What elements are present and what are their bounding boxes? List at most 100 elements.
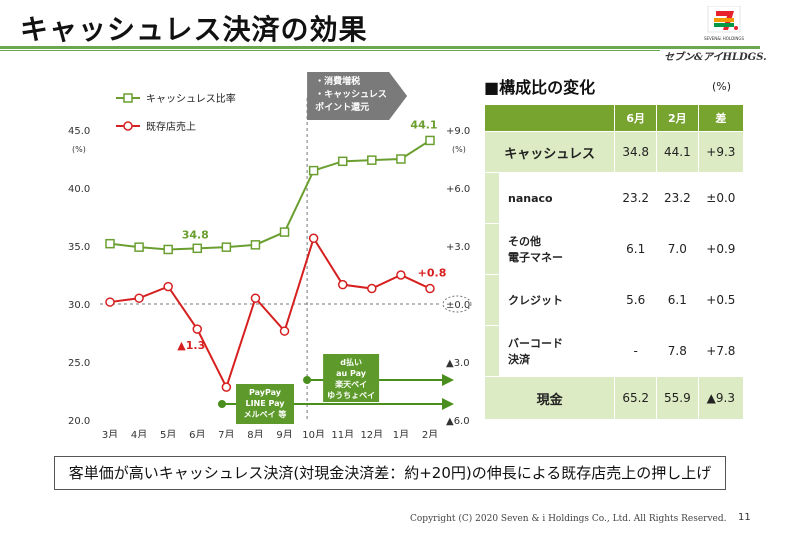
row-label: 現金 — [483, 376, 616, 420]
cell-diff: ±0.0 — [697, 172, 745, 224]
row-label: クレジット — [498, 274, 616, 326]
cashless-point — [105, 238, 115, 249]
cashless-point — [367, 155, 377, 165]
tax-arrow-shape — [307, 72, 408, 120]
cashless-point — [221, 242, 232, 252]
cell-june: 34.8 — [614, 131, 658, 173]
left-tick-label: 40.0 — [68, 184, 90, 195]
left-tick-label: 25.0 — [68, 358, 90, 369]
paypay-box-text: メルペイ 等 — [244, 409, 287, 419]
sales-point — [425, 283, 435, 294]
cashless-point — [396, 154, 406, 164]
table-header-row: 6月 2月 差 — [483, 104, 745, 132]
cell-diff: +9.3 — [697, 131, 745, 173]
seven-i-logo: SEVEN&i HOLDINGS — [704, 6, 745, 41]
cell-diff: ▲9.3 — [697, 376, 745, 420]
row-indent — [484, 274, 500, 326]
row-indent — [484, 172, 500, 224]
right-tick-label: +6.0 — [446, 184, 470, 195]
page-title: キャッシュレス決済の効果 — [20, 13, 368, 46]
dpay-box-text: d払い — [340, 357, 362, 367]
header-empty — [483, 104, 616, 132]
cashless-point — [279, 227, 290, 237]
table-row-credit: クレジット 5.6 6.1 +0.5 — [484, 274, 745, 326]
left-tick-label: 45.0 — [68, 126, 90, 137]
cell-diff: +7.8 — [697, 325, 745, 377]
cashless-point — [192, 243, 203, 254]
left-tick-label: 20.0 — [68, 416, 90, 427]
table-row-other-emoney: その他 電子マネー 6.1 7.0 +0.9 — [484, 223, 745, 275]
x-tick-label: 10月 — [302, 429, 325, 438]
dpay-box — [323, 354, 380, 402]
left-tick-label: 35.0 — [68, 242, 90, 253]
cashless-point — [425, 135, 435, 146]
table-unit: (%) — [712, 80, 732, 93]
cell-june: 65.2 — [614, 376, 658, 420]
right-tick-label: ▲6.0 — [446, 416, 470, 427]
x-tick-label: 12月 — [360, 429, 383, 438]
left-axis-unit: (%) — [72, 145, 86, 154]
company-name: セブン&アイHLDGS. — [664, 52, 767, 63]
series-cashless-line — [109, 139, 431, 251]
row-label: nanaco — [498, 172, 616, 224]
right-axis-unit: (%) — [452, 145, 466, 154]
x-tick-label: 8月 — [247, 429, 263, 438]
summary-message: 客単価が高いキャッシュレス決済(対現金決済差：約+20円)の伸長による既存店売上… — [54, 456, 726, 490]
legend-cashless-label: キャッシュレス比率 — [146, 92, 236, 105]
x-tick-label: 7月 — [218, 429, 234, 438]
table-row-barcode: バーコード 決済 - 7.8 +7.8 — [484, 325, 745, 377]
page-number: 11 — [738, 512, 751, 523]
label-sales-june: ▲1.3 — [177, 339, 205, 352]
paypay-arrowhead — [442, 398, 454, 410]
x-tick-label: 3月 — [102, 429, 118, 438]
paypay-box — [236, 384, 294, 424]
right-tick-label: +3.0 — [446, 242, 470, 253]
dpay-start-dot — [303, 376, 312, 384]
cell-june: 6.1 — [614, 223, 658, 275]
cashless-point — [134, 242, 144, 252]
sales-point — [192, 324, 203, 334]
left-tick-label: 30.0 — [68, 300, 90, 311]
chart-axes: 45.0 40.0 35.0 30.0 25.0 20.0 (%) +9.0 +6.0 +3.0 ±… — [68, 72, 472, 438]
row-label: その他 電子マネー — [498, 223, 616, 275]
sales-point — [105, 297, 115, 307]
header-june: 6月 — [614, 104, 658, 132]
zero-highlight-ellipse — [442, 295, 472, 313]
cell-feb: 7.8 — [656, 325, 699, 377]
dpay-box-text: au Pay — [336, 369, 367, 378]
sales-point — [396, 270, 406, 280]
sales-point — [279, 326, 290, 336]
label-cashless-june: 34.8 — [182, 228, 209, 241]
cell-feb: 6.1 — [656, 274, 699, 326]
legend-sales-label: 既存店売上 — [146, 120, 196, 133]
dpay-box-text: ゆうちょペイ — [327, 391, 375, 400]
chart-marks: 34.8 44.1 ▲1.3 +0.8 — [105, 118, 447, 392]
cashless-point — [337, 156, 348, 167]
paypay-box-text: LINE Pay — [245, 399, 285, 408]
sales-point — [250, 293, 261, 303]
cell-feb: 44.1 — [656, 131, 699, 173]
table-row-cash: 現金 65.2 55.9 ▲9.3 — [483, 376, 745, 420]
right-tick-label: ▲3.0 — [446, 358, 470, 369]
label-sales-feb: +0.8 — [418, 267, 447, 280]
right-tick-label: ±0.0 — [446, 300, 470, 311]
header-diff: 差 — [697, 104, 745, 132]
cashless-point — [308, 165, 319, 176]
dpay-box-text: 楽天ペイ — [334, 379, 367, 389]
cell-diff: +0.9 — [697, 223, 745, 275]
cell-june: 23.2 — [614, 172, 658, 224]
cell-feb: 23.2 — [656, 172, 699, 224]
right-tick-label: +9.0 — [446, 126, 470, 137]
sales-point — [163, 281, 173, 292]
table-row-cashless: キャッシュレス 34.8 44.1 +9.3 — [483, 131, 745, 173]
series-sales-line — [109, 235, 431, 390]
x-tick-label: 4月 — [131, 429, 147, 438]
row-indent — [484, 223, 500, 275]
tax-arrow: ・消費増税・キャッシュレス ポイント還元 — [307, 72, 408, 120]
composition-table: 6月 2月 差 キャッシュレス 34.8 44.1 +9.3 nanaco 23… — [483, 104, 745, 420]
sales-point — [308, 233, 319, 244]
logo-text: SEVEN&i HOLDINGS — [704, 36, 745, 41]
line-chart: 45.0 40.0 35.0 30.0 25.0 20.0 (%) +9.0 +6.0 +3.0 ±… — [68, 72, 472, 438]
tax-arrow-text: ・キャッシュレス — [315, 89, 387, 100]
legend-cashless-marker — [123, 93, 133, 103]
